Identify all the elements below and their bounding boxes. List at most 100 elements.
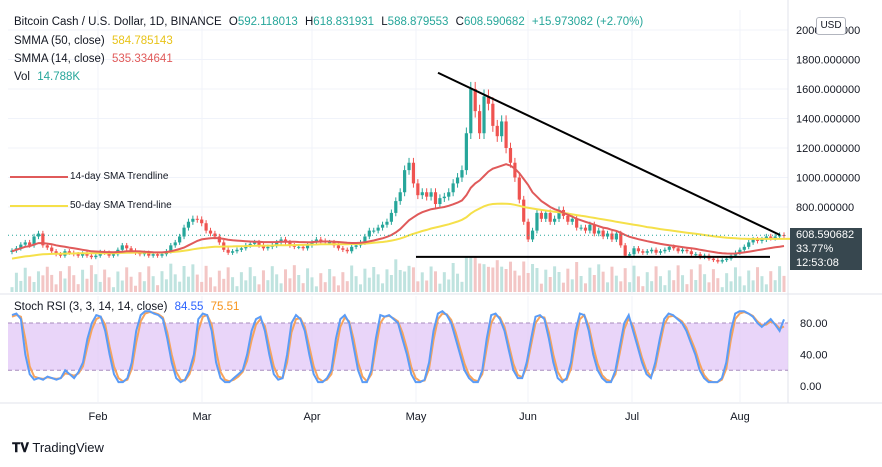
candle-body <box>451 183 455 193</box>
volume-bar <box>23 267 27 292</box>
candle-body <box>160 254 164 256</box>
candle-body <box>425 192 429 197</box>
smma14-legend[interactable]: SMMA (14, close) 535.334641 <box>14 53 177 65</box>
volume-bar <box>248 267 252 292</box>
volume-bar <box>125 267 129 292</box>
time-tick-label: Jul <box>625 411 639 423</box>
volume-bar <box>575 262 579 292</box>
candle-body <box>504 121 508 148</box>
candle-body <box>266 246 270 249</box>
smma50-legend[interactable]: SMMA (50, close) 584.785143 <box>14 35 177 47</box>
candle-body <box>773 236 777 238</box>
candle-body <box>442 196 446 199</box>
candle-body <box>416 183 420 196</box>
volume-bar <box>332 276 336 292</box>
volume-bar <box>764 284 768 292</box>
currency-button[interactable]: USD <box>816 17 846 35</box>
volume-bar <box>650 281 654 292</box>
time-tick-label: Feb <box>89 411 108 423</box>
volume-bar <box>257 284 261 292</box>
volume-label: Vol <box>14 71 30 83</box>
candle-body <box>592 224 596 234</box>
candle-body <box>508 148 513 163</box>
candle-body <box>217 236 221 243</box>
candle-body <box>597 230 601 234</box>
smma-lines <box>11 163 802 260</box>
stoch-band <box>8 323 788 371</box>
candle-body <box>680 249 685 252</box>
volume-bar <box>539 283 543 292</box>
candle-body <box>76 254 80 256</box>
volume-bar <box>707 282 711 292</box>
volume-bar <box>544 269 548 292</box>
low-value: 588.879553 <box>387 16 449 28</box>
time-tick-label: Apr <box>303 411 320 423</box>
volume-bar <box>32 282 36 292</box>
volume-bar <box>235 286 239 292</box>
candle-body <box>67 251 71 253</box>
volume-bar <box>610 266 614 292</box>
volume-bar <box>601 271 605 292</box>
candle-body <box>178 236 182 243</box>
smma50-label: SMMA (50, close) <box>14 35 105 47</box>
smma14-value: 535.334641 <box>111 53 173 65</box>
tv-logo-text: TradingView <box>32 440 104 455</box>
change-value: +15.973082 (+2.70%) <box>531 16 644 28</box>
stoch-tick-label: 40.00 <box>800 350 828 362</box>
trendline-annotations <box>8 71 788 258</box>
volume-bar <box>98 281 102 292</box>
price-tag-percent: 33.77% <box>790 243 862 256</box>
volume-bar <box>720 287 724 292</box>
time-tick-label: Mar <box>193 411 212 423</box>
candle-body <box>403 170 407 193</box>
volume-bar <box>19 280 23 292</box>
volume-bar <box>178 281 182 292</box>
volume-bar <box>729 281 733 292</box>
candle-body <box>694 254 698 256</box>
candle-body <box>663 249 667 252</box>
candle-body <box>500 121 504 137</box>
volume-bar <box>63 278 67 292</box>
symbol-title[interactable]: Bitcoin Cash / U.S. Dollar, 1D, BINANCE <box>14 16 222 28</box>
volume-bar <box>385 269 389 292</box>
candle-body <box>420 192 424 196</box>
volume-bar <box>226 267 230 292</box>
candle-body <box>486 96 491 104</box>
candle-body <box>623 245 627 256</box>
candle-body <box>226 249 230 253</box>
volume-bar <box>359 284 363 292</box>
candle-body <box>261 245 266 249</box>
price-tick-label: 1600.000000 <box>796 84 860 96</box>
stoch-rsi-pane <box>8 309 788 384</box>
candle-body <box>605 233 610 237</box>
open-value: 592.118013 <box>237 16 298 28</box>
candle-body <box>80 253 85 256</box>
volume-bar <box>460 281 464 292</box>
volume-bar <box>67 266 71 292</box>
volume-bar <box>363 268 367 292</box>
volume-bar <box>341 272 345 292</box>
volume-bar <box>275 274 279 292</box>
volume-bar <box>156 285 160 292</box>
price-tick-label: 1400.000000 <box>796 114 860 126</box>
candle-body <box>376 227 380 231</box>
candle-body <box>667 246 671 250</box>
tradingview-logo[interactable]: 𝐓𝐕 TradingView <box>12 440 104 456</box>
volume-legend[interactable]: Vol 14.788K <box>14 71 84 83</box>
volume-bar <box>433 271 437 292</box>
candle-body <box>411 162 416 184</box>
volume-bar <box>354 276 358 292</box>
price-tick-label: 800.000000 <box>796 202 854 214</box>
candle-body <box>407 162 411 171</box>
volume-bar <box>716 278 720 292</box>
volume-bar <box>742 285 746 292</box>
volume-bar <box>557 272 561 292</box>
candle-body <box>742 246 746 250</box>
stoch-legend[interactable]: Stoch RSI (3, 3, 14, 14, close) 84.55 75… <box>14 301 243 313</box>
candle-body <box>553 218 557 222</box>
volume-bar <box>522 261 526 292</box>
candle-body <box>173 242 177 246</box>
volume-bar <box>614 275 618 292</box>
volume-bar <box>231 277 235 292</box>
volume-bar <box>107 277 111 292</box>
